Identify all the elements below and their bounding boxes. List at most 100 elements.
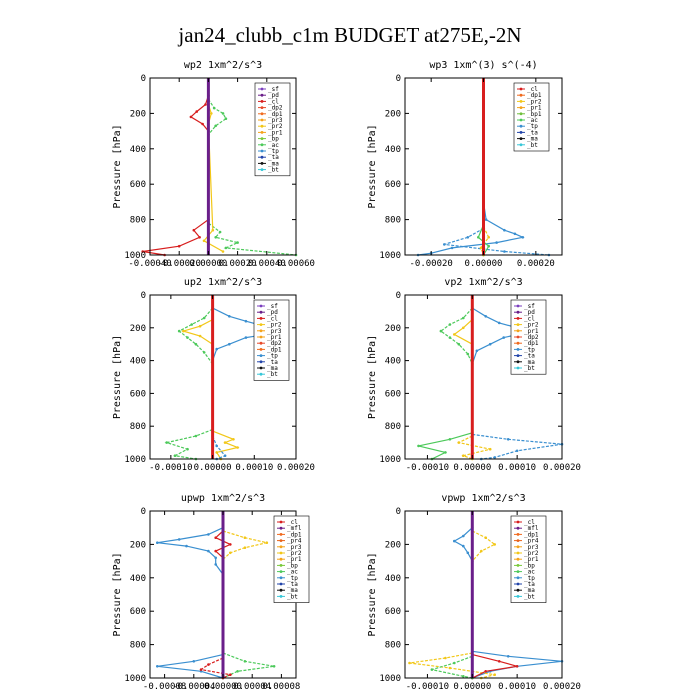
y-tick-label: 400 bbox=[385, 574, 401, 584]
legend-marker bbox=[516, 329, 520, 333]
legend-label: _pr1 bbox=[267, 334, 282, 341]
data-point bbox=[229, 543, 232, 546]
y-tick-label: 400 bbox=[130, 145, 146, 155]
legend-marker bbox=[259, 360, 263, 364]
x-tick-label: -0.00020 bbox=[409, 259, 452, 269]
data-point bbox=[477, 236, 480, 239]
legend-label: _pr2 bbox=[524, 322, 539, 329]
legend-marker bbox=[259, 310, 263, 314]
data-point bbox=[430, 668, 434, 671]
x-tick-label: 0.00004 bbox=[233, 682, 271, 692]
legend-marker bbox=[516, 304, 520, 308]
y-tick-label: 200 bbox=[130, 109, 146, 119]
legend-marker bbox=[279, 576, 283, 580]
y-tick-label: 200 bbox=[385, 324, 401, 334]
data-point bbox=[228, 342, 231, 346]
data-point bbox=[156, 541, 159, 544]
legend-marker bbox=[279, 526, 283, 530]
x-tick-label: -0.00008 bbox=[143, 682, 186, 692]
data-point bbox=[202, 351, 206, 354]
legend-marker bbox=[259, 335, 263, 339]
legend-label: _pr1 bbox=[524, 328, 539, 335]
x-tick-label: -0.00010 bbox=[149, 463, 192, 473]
data-point bbox=[462, 326, 465, 330]
data-point bbox=[444, 656, 447, 660]
x-tick-label: 0.00000 bbox=[194, 463, 232, 473]
legend-marker bbox=[260, 131, 264, 134]
data-point bbox=[466, 236, 470, 239]
figure-title: jan24_clubb_c1m BUDGET at275E,-2N bbox=[177, 23, 521, 47]
legend-marker bbox=[260, 155, 264, 159]
y-tick-label: 0 bbox=[396, 507, 401, 517]
data-point bbox=[265, 541, 269, 544]
legend-label: _dp1 bbox=[287, 531, 302, 538]
legend-marker bbox=[516, 520, 520, 524]
data-point bbox=[195, 110, 198, 113]
legend-label: _pr4 bbox=[287, 538, 302, 545]
legend-label: _ta bbox=[268, 154, 279, 161]
panel-up2: up2 1xm^2/s^3 Pressure [hPa] 0 200 400 600 800… bbox=[112, 277, 315, 473]
data-point bbox=[462, 454, 465, 458]
plot-frame bbox=[149, 77, 297, 256]
data-point bbox=[493, 673, 497, 676]
legend-label: _dp2 bbox=[524, 334, 539, 341]
data-point bbox=[212, 106, 216, 110]
legend-marker bbox=[260, 137, 264, 141]
series-line bbox=[472, 433, 563, 460]
legend-marker bbox=[516, 557, 520, 561]
legend-label: _tp bbox=[527, 123, 538, 130]
legend-label: _dp2 bbox=[267, 340, 282, 347]
data-point bbox=[487, 236, 491, 239]
data-point bbox=[493, 543, 497, 546]
data-point bbox=[198, 324, 202, 328]
x-tick-label: 0.00020 bbox=[219, 259, 257, 269]
legend-label: _pd bbox=[268, 92, 279, 99]
data-point bbox=[488, 447, 492, 451]
legend-marker bbox=[519, 93, 523, 97]
legend-label: _dp1 bbox=[524, 340, 539, 347]
y-tick-label: 400 bbox=[385, 357, 401, 367]
legend-label: _bt bbox=[524, 593, 535, 600]
data-point bbox=[236, 670, 239, 673]
data-point bbox=[214, 236, 217, 239]
legend-marker bbox=[260, 162, 264, 165]
legend-marker bbox=[259, 329, 263, 333]
legend-label: _tp bbox=[524, 575, 535, 582]
legend-label: _pr4 bbox=[524, 538, 539, 545]
legend-label: _ta bbox=[524, 581, 535, 588]
y-tick-label: 600 bbox=[385, 607, 401, 617]
legend-label: _pr2 bbox=[524, 550, 539, 557]
data-point bbox=[204, 103, 207, 106]
legend-marker bbox=[279, 520, 283, 524]
data-point bbox=[475, 349, 479, 353]
panel-wp3: wp3 1xm^(3) s^(-4) Pressure [hPa] 0 200 400 6… bbox=[367, 60, 563, 269]
legend-label: _pd bbox=[267, 309, 278, 316]
data-point bbox=[466, 352, 470, 356]
x-tick-label: -0.00020 bbox=[158, 259, 201, 269]
series-line bbox=[439, 307, 473, 365]
data-point bbox=[185, 544, 188, 548]
data-point bbox=[165, 441, 168, 444]
data-point bbox=[497, 321, 501, 325]
legend-marker bbox=[259, 341, 263, 345]
legend-marker bbox=[259, 354, 263, 357]
legend-label: _pr3 bbox=[524, 544, 539, 551]
panel-title: wp2 1xm^2/s^3 bbox=[184, 60, 262, 71]
legend-marker bbox=[516, 595, 520, 598]
legend-marker bbox=[260, 118, 264, 122]
legend-label: _ac bbox=[524, 569, 535, 576]
y-axis-label: Pressure [hPa] bbox=[112, 124, 123, 208]
legend-label: _sf bbox=[267, 303, 278, 310]
legend-label: _cl bbox=[268, 98, 279, 105]
legend-marker bbox=[516, 348, 520, 351]
legend-label: _pr3 bbox=[268, 117, 283, 124]
legend-label: _pr1 bbox=[527, 105, 542, 112]
legend-label: _pr3 bbox=[267, 328, 282, 335]
y-tick-label: 1000 bbox=[124, 455, 146, 465]
data-point bbox=[502, 336, 506, 339]
y-tick-label: 0 bbox=[141, 74, 146, 84]
x-tick-label: 0.00010 bbox=[498, 463, 536, 473]
data-point bbox=[453, 539, 456, 543]
legend-label: _ta bbox=[527, 129, 538, 136]
legend: _sf_pd_cl_pr2_pr1_dp2_dp1_tp_ta_ma_bt bbox=[510, 299, 547, 375]
